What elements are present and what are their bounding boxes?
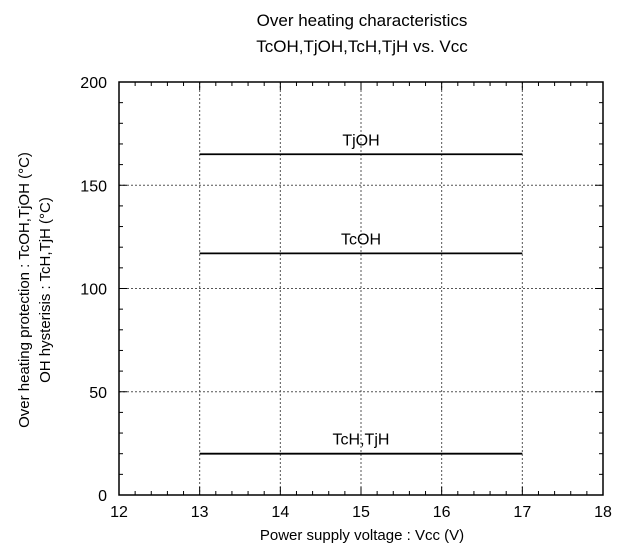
y-tick-label: 50 [89, 385, 107, 402]
x-tick-label: 16 [433, 504, 451, 521]
y-tick-label: 0 [98, 488, 107, 505]
y-tick-label: 100 [80, 282, 107, 299]
chart-title: Over heating characteristics [257, 11, 468, 30]
grid [119, 82, 603, 495]
y-tick-label: 150 [80, 178, 107, 195]
y-tick-labels: 0 50 100 150 200 [80, 75, 107, 505]
series-group: TjOH TcOH TcH,TjH [199, 132, 523, 455]
series-label: TcOH [341, 231, 381, 248]
plot-frame [118, 81, 604, 496]
y-tick-label: 200 [80, 75, 107, 92]
x-tick-label: 15 [352, 504, 370, 521]
x-tick-label: 18 [594, 504, 612, 521]
x-axis-label: Power supply voltage : Vcc (V) [260, 527, 464, 544]
x-tick-label: 13 [191, 504, 209, 521]
chart-subtitle: TcOH,TjOH,TcH,TjH vs. Vcc [256, 37, 468, 56]
series-label: TcH,TjH [333, 432, 390, 449]
series-label: TjOH [342, 132, 379, 149]
x-tick-label: 17 [513, 504, 531, 521]
x-tick-label: 12 [110, 504, 128, 521]
x-tick-labels: 12 13 14 15 16 17 18 [110, 504, 612, 521]
x-tick-label: 14 [271, 504, 289, 521]
y-axis-label-line1: Over heating protection : TcOH,TjOH (°C) [16, 152, 33, 428]
y-axis-label-line2: OH hysterisis : TcH,TjH (°C) [37, 197, 54, 383]
